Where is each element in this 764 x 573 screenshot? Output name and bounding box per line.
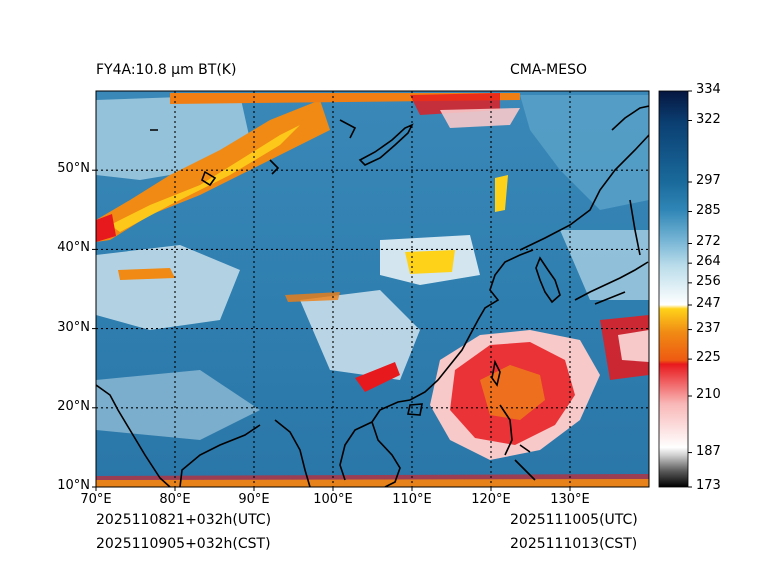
valid-time-utc: 2025111005(UTC)	[510, 512, 638, 528]
lon-tick-label: 80°E	[159, 492, 191, 507]
graticule	[96, 91, 649, 487]
lon-tick-label: 100°E	[313, 492, 353, 507]
map-frame	[95, 90, 650, 488]
lon-tick-label: 130°E	[550, 492, 590, 507]
product-title: FY4A:10.8 µm BT(K)	[96, 62, 237, 78]
colorbar-tick-label: 187	[696, 443, 721, 459]
lat-tick-label: 30°N	[57, 319, 90, 335]
imagery-layer	[96, 91, 649, 487]
colorbar	[659, 91, 688, 487]
colorbar-tick-label: 210	[696, 386, 721, 402]
model-name: CMA-MESO	[510, 62, 588, 78]
lon-tick-label: 110°E	[392, 492, 432, 507]
colorbar-tick-label: 256	[696, 273, 721, 289]
axis-ticks	[92, 169, 571, 491]
coastline-layer	[96, 105, 649, 487]
valid-time-cst: 2025111013(CST)	[510, 536, 638, 552]
colorbar-tick-label: 322	[696, 111, 721, 127]
colorbar-tick-label: 272	[696, 234, 721, 250]
colorbar-tick-label: 173	[696, 478, 721, 493]
colorbar-ticks	[688, 90, 692, 488]
colorbar-tick-label: 334	[696, 82, 721, 97]
colorbar-tick-label: 225	[696, 350, 721, 366]
lon-tick-label: 70°E	[80, 492, 112, 507]
colorbar-frame	[658, 90, 689, 488]
colorbar-tick-label: 237	[696, 320, 721, 336]
lat-tick-label: 40°N	[57, 240, 90, 256]
lat-tick-label: 10°N	[57, 478, 90, 493]
colorbar-tick-label: 247	[696, 295, 721, 311]
init-time-utc: 2025110821+032h(UTC)	[96, 512, 272, 528]
lat-tick-label: 20°N	[57, 398, 90, 414]
colorbar-tick-label: 264	[696, 254, 721, 270]
lon-tick-label: 90°E	[238, 492, 270, 507]
lat-tick-label: 50°N	[57, 161, 90, 177]
lon-tick-label: 120°E	[471, 492, 511, 507]
init-time-cst: 2025110905+032h(CST)	[96, 536, 271, 552]
colorbar-tick-label: 285	[696, 202, 721, 218]
colorbar-tick-label: 297	[696, 173, 721, 188]
